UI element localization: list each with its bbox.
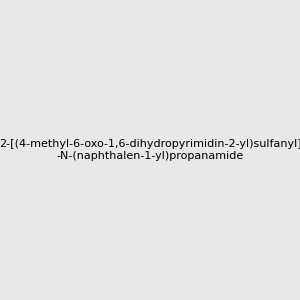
Text: 2-[(4-methyl-6-oxo-1,6-dihydropyrimidin-2-yl)sulfanyl]
-N-(naphthalen-1-yl)propa: 2-[(4-methyl-6-oxo-1,6-dihydropyrimidin-… (0, 139, 300, 161)
